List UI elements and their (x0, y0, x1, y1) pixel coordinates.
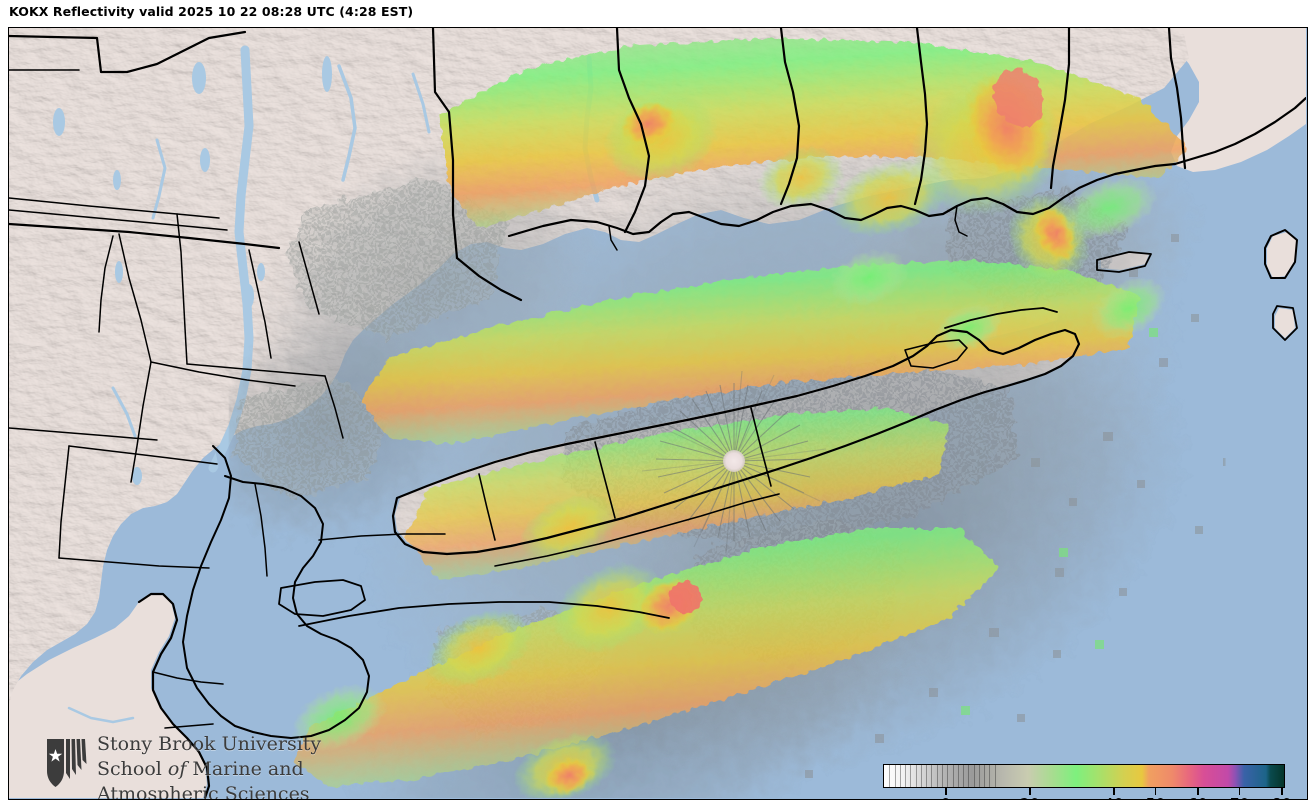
title-bar: KOKX Reflectivity valid 2025 10 22 08:28… (0, 0, 1316, 27)
scattered-echo-cells-green (961, 328, 1158, 715)
colorbar-label-50: 50 (1146, 795, 1166, 799)
scattered-echo-cells (805, 234, 1231, 778)
radar-map-frame[interactable]: Stony Brook University School of Marine … (8, 27, 1308, 800)
radar-reflectivity-map[interactable] (9, 28, 1306, 798)
lakes-layer (53, 56, 332, 485)
colorbar-label-80: 80 (1272, 795, 1292, 799)
colorbar-label-60: 60 (1188, 795, 1208, 799)
reflectivity-colorbar[interactable]: 0 20 40 50 60 70 80 (883, 764, 1292, 799)
colorbar-gradient (884, 765, 1284, 787)
colorbar-tick-0 (944, 788, 947, 795)
page-title: KOKX Reflectivity valid 2025 10 22 08:28… (9, 4, 414, 19)
reflectivity-layer (193, 38, 1231, 798)
colorbar-tick-20 (1028, 788, 1031, 795)
colorbar-tick-70 (1238, 788, 1241, 795)
colorbar-tick-50 (1154, 788, 1157, 795)
colorbar-bar[interactable] (883, 764, 1285, 788)
colorbar-label-20: 20 (1020, 795, 1040, 799)
colorbar-tick-80 (1280, 788, 1283, 795)
colorbar-tick-60 (1196, 788, 1199, 795)
colorbar-label-40: 40 (1104, 795, 1124, 799)
radar-site-marker (641, 370, 827, 554)
colorbar-tick-40 (1112, 788, 1115, 795)
colorbar-band-separators (884, 765, 1284, 787)
colorbar-label-0: 0 (941, 795, 951, 799)
political-borders-layer (9, 28, 1306, 798)
colorbar-label-70: 70 (1230, 795, 1250, 799)
